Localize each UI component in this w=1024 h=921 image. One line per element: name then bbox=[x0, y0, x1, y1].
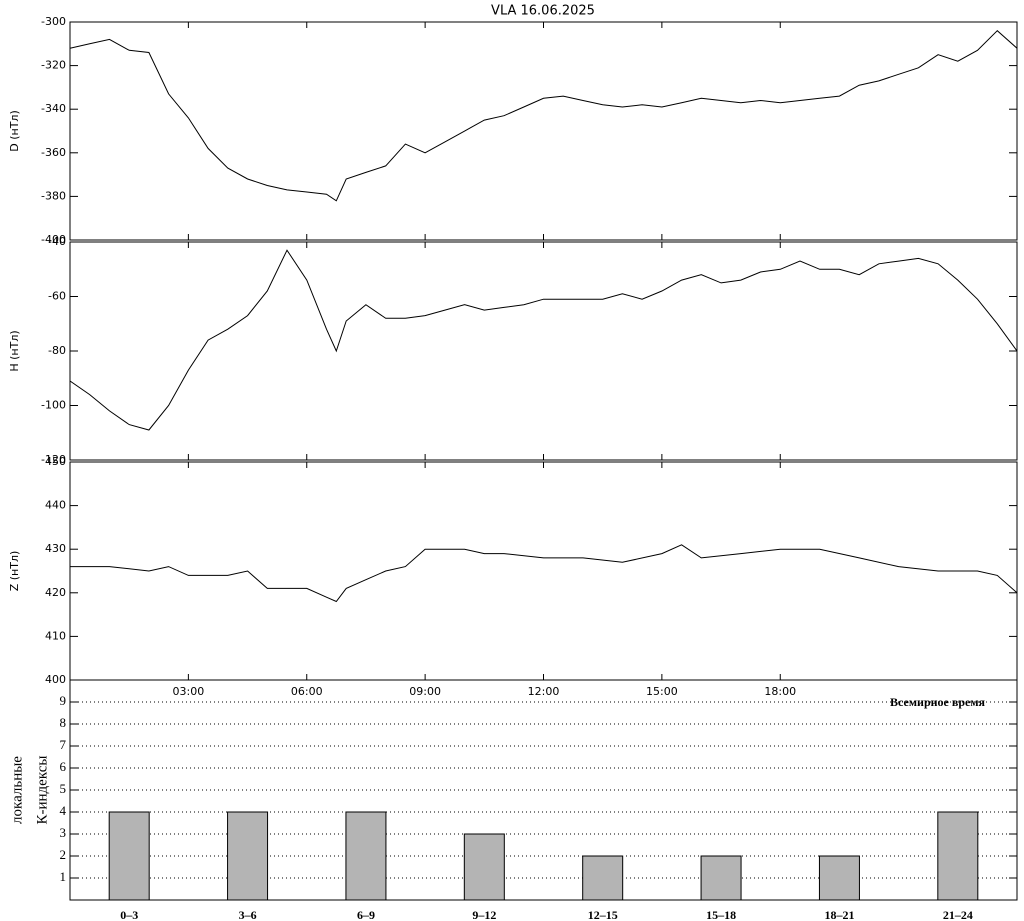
bar bbox=[700, 855, 742, 901]
data-line bbox=[69, 249, 1018, 431]
x-tick-label: 09:00 bbox=[409, 685, 441, 698]
y-tick-label: 9 bbox=[60, 693, 67, 708]
y-tick-label: 8 bbox=[60, 715, 67, 730]
y-tick-label: 430 bbox=[45, 542, 66, 555]
y-axis-label: D (нТл) bbox=[8, 110, 21, 152]
x-tick-label: 9–12 bbox=[472, 908, 496, 921]
y-tick-label: -380 bbox=[41, 189, 66, 202]
x-tick-label: 12:00 bbox=[528, 685, 560, 698]
y-tick-label: -320 bbox=[41, 59, 66, 72]
y-tick-label: 450 bbox=[45, 455, 66, 468]
bar bbox=[937, 811, 979, 901]
y-axis-label: Z (нТл) bbox=[8, 551, 21, 592]
y-tick-label: -80 bbox=[48, 344, 66, 357]
y-axis-label: локальные bbox=[9, 756, 25, 824]
data-line bbox=[70, 544, 1018, 603]
x-tick-label: 12–15 bbox=[588, 908, 618, 921]
x-tick-label: 03:00 bbox=[173, 685, 205, 698]
y-tick-label: 3 bbox=[60, 825, 67, 840]
x-tick-label: 15–18 bbox=[706, 908, 736, 921]
y-tick-label: -100 bbox=[41, 399, 66, 412]
x-tick-label: 18:00 bbox=[764, 685, 796, 698]
y-tick-label: -360 bbox=[41, 146, 66, 159]
x-tick-label: 6–9 bbox=[357, 908, 375, 921]
y-tick-label: -40 bbox=[48, 235, 66, 248]
x-axis-label: Всемирное время bbox=[890, 695, 985, 709]
panel-frame bbox=[69, 241, 1018, 461]
y-tick-label: 400 bbox=[45, 673, 66, 686]
bar bbox=[818, 855, 860, 901]
bar bbox=[108, 811, 150, 901]
x-tick-label: 18–21 bbox=[824, 908, 854, 921]
y-tick-label: -340 bbox=[41, 102, 66, 115]
y-tick-label: 440 bbox=[45, 499, 66, 512]
y-tick-label: 1 bbox=[60, 869, 67, 884]
y-axis-label: К-индексы bbox=[34, 756, 50, 825]
bar bbox=[463, 833, 505, 901]
y-tick-label: 7 bbox=[60, 737, 67, 752]
y-tick-label: 5 bbox=[60, 781, 67, 796]
x-tick-label: 0–3 bbox=[120, 908, 138, 921]
panel-frame bbox=[69, 21, 1018, 241]
y-tick-label: 420 bbox=[45, 586, 66, 599]
bar bbox=[227, 811, 269, 901]
y-tick-label: 2 bbox=[60, 847, 67, 862]
y-axis-label: H (нТл) bbox=[8, 330, 21, 371]
y-tick-label: -60 bbox=[48, 290, 66, 303]
data-line bbox=[69, 30, 1018, 202]
y-tick-label: -400 bbox=[41, 233, 66, 246]
bar bbox=[582, 855, 624, 901]
y-tick-label: 4 bbox=[60, 803, 67, 818]
bar bbox=[345, 811, 387, 901]
y-tick-label: 410 bbox=[45, 629, 66, 642]
panel-frame bbox=[69, 461, 1018, 681]
y-tick-label: -300 bbox=[41, 15, 66, 28]
chart-title: VLA 16.06.2025 bbox=[491, 4, 595, 19]
y-tick-label: -120 bbox=[41, 453, 66, 466]
x-tick-label: 06:00 bbox=[291, 685, 323, 698]
x-tick-label: 3–6 bbox=[239, 908, 257, 921]
y-tick-label: 6 bbox=[60, 759, 67, 774]
x-tick-label: 15:00 bbox=[646, 685, 678, 698]
x-tick-label: 21–24 bbox=[943, 908, 973, 921]
